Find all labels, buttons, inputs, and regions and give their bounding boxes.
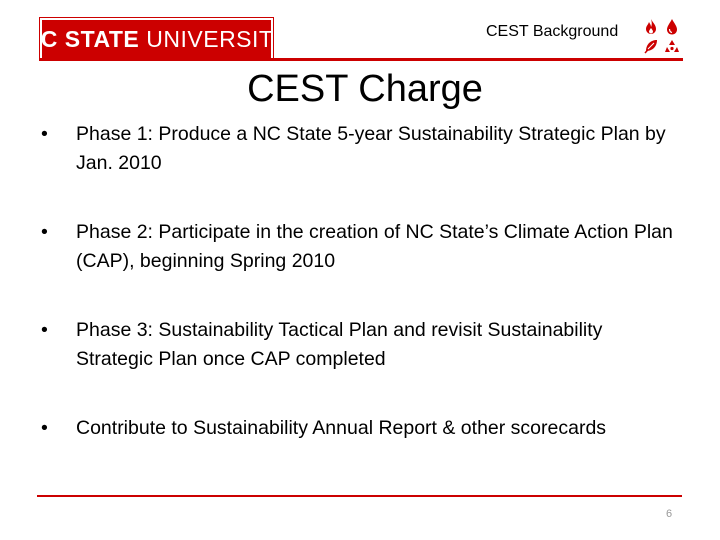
- bullet-point: •: [41, 319, 48, 341]
- logo-text-regular: UNIVERSITY: [146, 25, 290, 52]
- nc-state-logo: NC STATE UNIVERSITY: [24, 18, 289, 60]
- bullet-text: Contribute to Sustainability Annual Repo…: [76, 417, 607, 439]
- bullet-text: Phase 2: Participate in the creation of …: [76, 221, 673, 272]
- list-item: • Phase 2: Participate in the creation of…: [41, 218, 681, 276]
- header-divider: [40, 58, 683, 61]
- logo-text-bold: NC STATE: [23, 25, 140, 52]
- footer-divider: [37, 495, 682, 497]
- water-drop-icon: [662, 17, 681, 35]
- slide-title: CEST Charge: [247, 68, 483, 110]
- leaf-icon: [641, 37, 660, 55]
- bullet-list: • Phase 1: Produce a NC State 5-year Sust…: [41, 120, 681, 483]
- section-label: CEST Background: [486, 23, 619, 40]
- bullet-point: •: [41, 417, 48, 439]
- page-number: 6: [666, 508, 673, 520]
- bullet-text: Phase 1: Produce a NC State 5-year Susta…: [76, 123, 666, 174]
- bullet-text: Phase 3: Sustainability Tactical Plan an…: [76, 319, 603, 370]
- list-item: • Phase 1: Produce a NC State 5-year Sust…: [41, 120, 681, 178]
- bullet-point: •: [41, 221, 48, 243]
- list-item: • Phase 3: Sustainability Tactical Plan a…: [41, 316, 681, 374]
- sustainability-icons: [641, 17, 681, 55]
- flame-icon: [641, 17, 660, 35]
- list-item: • Contribute to Sustainability Annual Rep…: [41, 414, 681, 443]
- bullet-point: •: [41, 123, 48, 145]
- recycle-icon: [662, 37, 681, 55]
